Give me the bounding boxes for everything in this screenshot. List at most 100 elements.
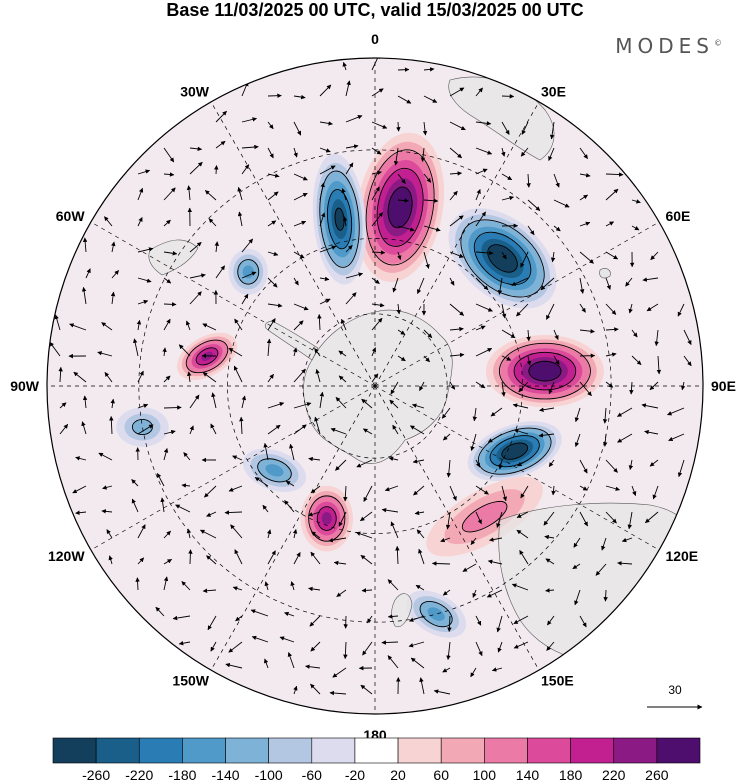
- wind-vector-317: [498, 459, 503, 470]
- reference-vector-label: 30: [668, 683, 682, 697]
- wind-vector-177: [69, 323, 87, 331]
- wind-vector-288: [362, 428, 373, 435]
- wind-vector-41: [475, 147, 493, 155]
- wind-vector-271: [574, 407, 581, 423]
- wind-vector-429: [545, 588, 555, 593]
- wind-vector-244: [518, 381, 529, 393]
- wind-vector-410: [572, 563, 581, 570]
- wind-vector-326: [102, 485, 113, 490]
- positive-center-90e-contour-6: [528, 360, 562, 382]
- wind-vector-147: [540, 277, 555, 290]
- wind-vector-235: [293, 368, 306, 383]
- wind-vector-299: [644, 429, 659, 435]
- wind-vector-218: [501, 355, 512, 361]
- wind-vector-54: [345, 162, 354, 175]
- wind-vector-379: [311, 531, 321, 539]
- wind-vector-160: [293, 303, 309, 311]
- positive-center-0e-contour-6: [387, 186, 413, 229]
- wind-vector-275: [667, 407, 685, 416]
- negative-center-45e-contour-4: [473, 231, 532, 286]
- wind-vector-374: [186, 528, 192, 539]
- wind-vector-10: [397, 95, 412, 104]
- wind-vectors: [49, 58, 692, 696]
- wind-vector-409: [545, 558, 555, 565]
- wind-vector-229: [137, 370, 144, 383]
- wind-vector-129: [85, 268, 91, 279]
- wind-vector-179: [136, 319, 142, 331]
- colorbar-swatch-14: [656, 737, 701, 764]
- wind-vector-253: [110, 398, 115, 409]
- wind-vector-212: [338, 350, 347, 357]
- lon-label-0: 0: [371, 31, 379, 47]
- wind-vector-354: [224, 510, 243, 515]
- wind-vector-348: [75, 510, 87, 515]
- negative-center-50w: [228, 248, 268, 295]
- wind-vector-324: [677, 459, 685, 478]
- wind-vector-35: [319, 147, 331, 153]
- wind-vector-43: [520, 147, 529, 157]
- wind-vector-96: [397, 225, 415, 232]
- wind-vector-162: [345, 292, 357, 305]
- wind-vector-254: [137, 403, 149, 409]
- wind-vector-175: [677, 303, 685, 317]
- wind-vector-411: [595, 563, 607, 576]
- wind-vector-151: [642, 277, 659, 282]
- logo-text: MODES: [615, 34, 714, 58]
- colorbar-tick-1: -220: [125, 767, 153, 783]
- wind-vector-382: [390, 521, 399, 539]
- colorbar-tick-9: 100: [473, 767, 497, 783]
- wind-vector-130: [111, 270, 119, 279]
- wind-vector-401: [333, 560, 347, 566]
- wind-vector-128: [650, 251, 659, 261]
- wind-vector-287: [330, 427, 347, 435]
- wind-vector-444: [475, 615, 482, 626]
- wind-vector-350: [131, 498, 139, 513]
- wind-vector-251: [59, 402, 67, 409]
- wind-vector-189: [397, 329, 406, 335]
- wind-vector-434: [207, 615, 217, 631]
- wind-vector-405: [431, 561, 451, 566]
- kerguelen-island: [599, 268, 611, 279]
- wind-vector-144: [475, 277, 489, 291]
- wind-vector-57: [423, 173, 432, 183]
- wind-vector-135: [241, 271, 257, 279]
- wind-vector-325: [72, 485, 87, 494]
- reference-vector: 30: [647, 683, 703, 710]
- wind-vector-93: [319, 212, 326, 227]
- negative-center-45e-contour-6: [487, 244, 518, 273]
- wind-vector-25: [475, 121, 492, 126]
- negative-center-115e-contour-6: [501, 442, 529, 460]
- wind-vector-64: [605, 172, 624, 177]
- wind-vector-94: [342, 216, 348, 227]
- wind-vector-95: [371, 212, 384, 227]
- wind-vector-204: [132, 338, 139, 357]
- wind-vector-455: [343, 641, 348, 660]
- wind-vector-169: [516, 303, 529, 317]
- wind-vector-414: [163, 576, 169, 591]
- wind-vector-75: [397, 198, 409, 203]
- wind-vector-152: [81, 286, 87, 305]
- wind-vector-48: [189, 161, 203, 175]
- positive-center-160w-contour-4: [316, 506, 337, 531]
- wind-vector-9: [371, 88, 384, 97]
- wind-vector-438: [309, 615, 321, 627]
- wind-vector-201: [49, 341, 61, 357]
- wind-vector-52: [293, 173, 308, 181]
- wind-vector-298: [617, 433, 633, 443]
- wind-vector-106: [82, 237, 88, 253]
- wind-vector-186: [317, 314, 322, 331]
- wind-vector-460: [475, 641, 483, 657]
- wind-vector-45: [579, 147, 588, 160]
- wind-vector-311: [335, 459, 347, 471]
- wind-vector-388: [544, 534, 555, 540]
- wind-vector-246: [579, 381, 592, 397]
- wind-vector-227: [73, 371, 87, 383]
- wind-vector-339: [449, 485, 457, 501]
- wind-vector-2: [397, 67, 410, 72]
- wind-vector-258: [241, 395, 247, 409]
- wind-vector-436: [250, 609, 269, 617]
- wind-vector-365: [516, 511, 529, 518]
- wind-vector-274: [641, 403, 659, 409]
- modes-logo: MODES©: [615, 34, 722, 58]
